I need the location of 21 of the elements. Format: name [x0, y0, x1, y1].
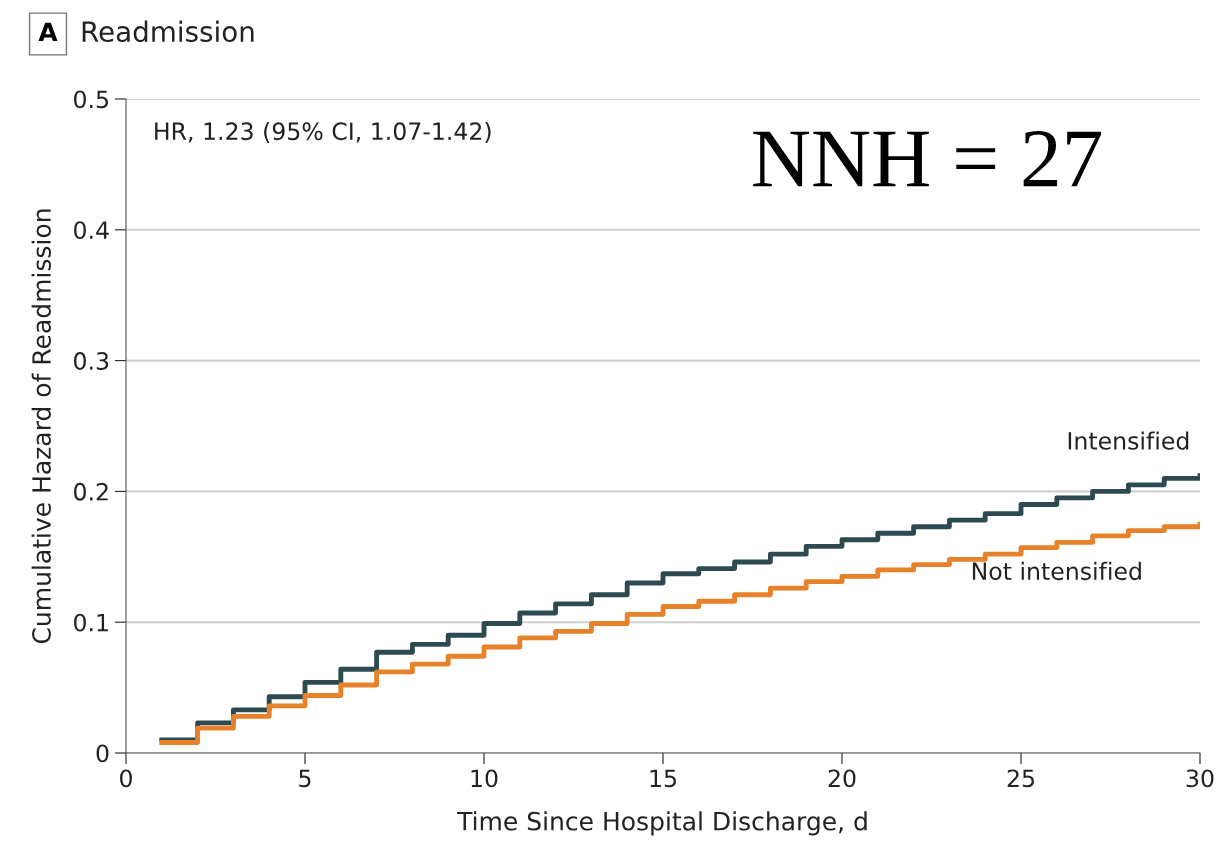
- annotation: NNH = 27: [753, 131, 1101, 187]
- y-tick-label: 0.5: [74, 90, 108, 109]
- x-tick-label: 15: [650, 769, 676, 788]
- y-axis-title: Cumulative Hazard of Readmission: [31, 209, 51, 644]
- chart-title: Readmission: [82, 20, 254, 43]
- x-axis-title: Time Since Hospital Discharge, d: [457, 811, 867, 836]
- annotation: HR, 1.23 (95% CI, 1.07-1.42): [155, 121, 491, 143]
- x-tick-label: 0: [120, 769, 132, 788]
- x-tick-label: 25: [1007, 769, 1034, 788]
- series-label: Intensified: [1068, 431, 1189, 450]
- y-tick-label: 0.4: [74, 221, 109, 240]
- y-tick-label: 0.3: [74, 352, 109, 370]
- x-tick-label: 30: [1186, 769, 1214, 788]
- y-tick-label: 0: [96, 744, 109, 763]
- y-tick-label: 0.2: [74, 482, 108, 501]
- x-tick-label: 20: [828, 769, 856, 788]
- x-tick-label: 5: [299, 769, 311, 788]
- x-tick-label: 10: [471, 769, 498, 788]
- series-label: Not intensified: [972, 561, 1141, 581]
- y-tick-label: 0.1: [74, 613, 108, 632]
- text: A: [38, 22, 58, 41]
